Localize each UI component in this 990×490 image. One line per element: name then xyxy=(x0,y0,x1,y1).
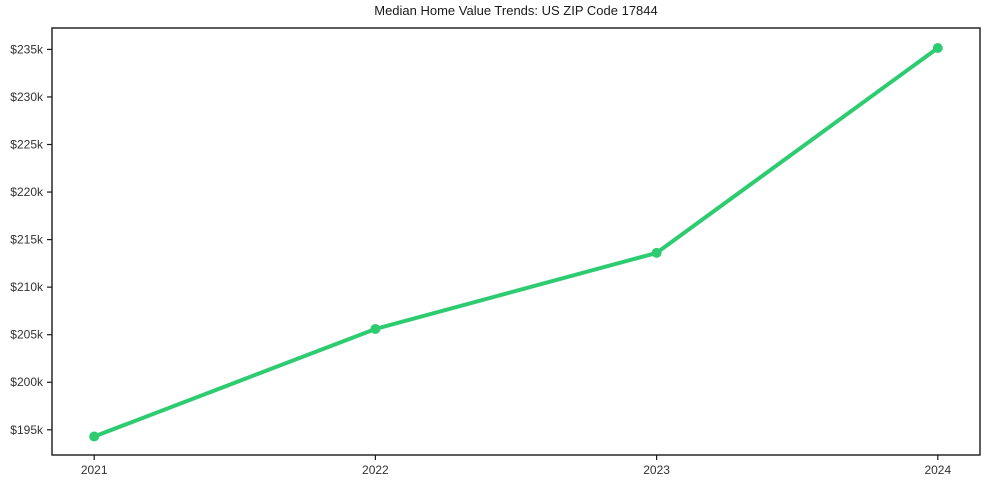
y-tick-label: $215k xyxy=(10,233,44,247)
data-point xyxy=(932,43,943,53)
data-point xyxy=(370,324,381,334)
y-tick-label: $205k xyxy=(10,328,44,342)
trend-line xyxy=(92,46,940,439)
data-point xyxy=(89,431,100,442)
data-point xyxy=(651,247,662,258)
x-tick-label: 2023 xyxy=(643,463,670,477)
y-tick-label: $195k xyxy=(10,423,44,437)
x-tick-label: 2022 xyxy=(362,463,389,477)
y-tick-label: $210k xyxy=(10,280,44,294)
y-tick-label: $220k xyxy=(10,185,44,199)
y-tick-label: $225k xyxy=(10,137,44,151)
y-tick-label: $200k xyxy=(10,375,44,389)
x-tick-label: 2024 xyxy=(924,463,951,477)
chart-title: Median Home Value Trends: US ZIP Code 17… xyxy=(374,3,658,18)
x-tick-label: 2021 xyxy=(81,463,108,477)
y-tick-label: $230k xyxy=(10,90,44,104)
y-tick-label: $235k xyxy=(10,42,44,56)
plot-border xyxy=(51,27,981,456)
